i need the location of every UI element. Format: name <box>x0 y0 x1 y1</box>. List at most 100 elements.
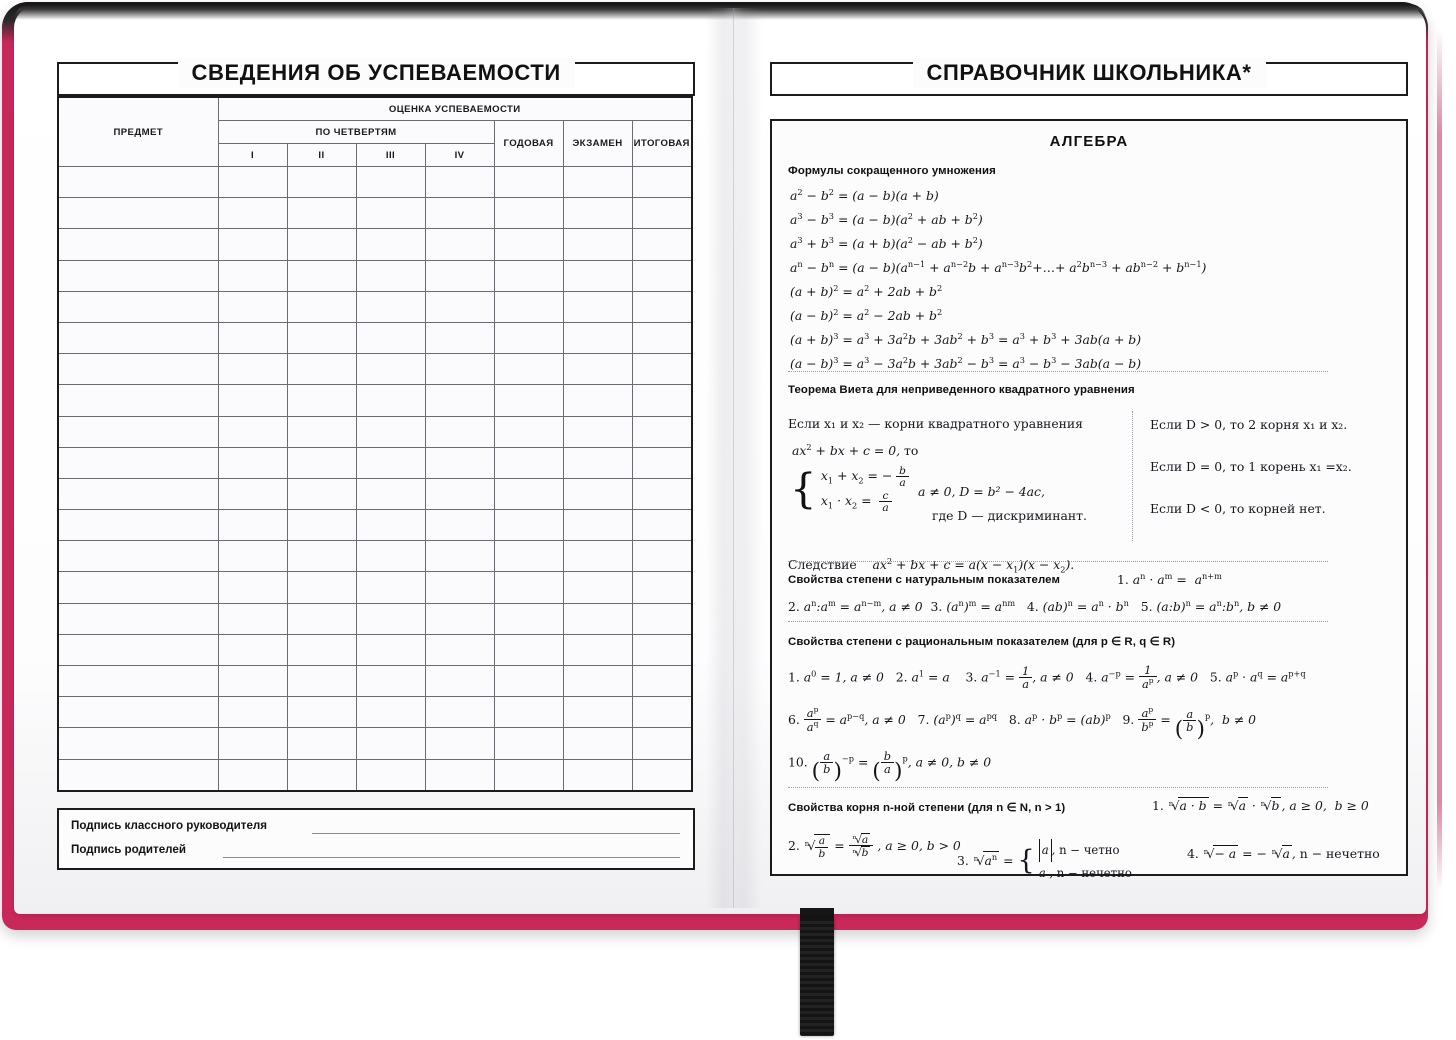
table-cell[interactable] <box>493 197 564 230</box>
table-cell[interactable] <box>57 290 219 323</box>
table-cell[interactable] <box>286 197 357 230</box>
table-cell[interactable] <box>493 758 564 792</box>
table-cell[interactable] <box>286 321 357 355</box>
table-cell[interactable] <box>631 165 693 199</box>
table-cell[interactable] <box>424 696 495 729</box>
table-cell[interactable] <box>217 664 288 698</box>
table-cell[interactable] <box>493 259 564 292</box>
table-row[interactable] <box>57 353 693 386</box>
table-cell[interactable] <box>217 353 288 386</box>
table-cell[interactable] <box>57 228 219 261</box>
table-cell[interactable] <box>424 165 495 199</box>
table-cell[interactable] <box>355 571 426 604</box>
table-cell[interactable] <box>631 633 693 667</box>
table-cell[interactable] <box>493 446 564 479</box>
table-cell[interactable] <box>424 571 495 604</box>
table-cell[interactable] <box>355 446 426 479</box>
table-cell[interactable] <box>355 540 426 573</box>
table-cell[interactable] <box>631 384 693 417</box>
table-cell[interactable] <box>493 321 564 355</box>
table-cell[interactable] <box>286 696 357 729</box>
table-cell[interactable] <box>286 353 357 386</box>
table-cell[interactable] <box>355 727 426 760</box>
table-cell[interactable] <box>217 415 288 448</box>
grades-table[interactable]: ПРЕДМЕТ ОЦЕНКА УСПЕВАЕМОСТИ ПО ЧЕТВЕРТЯМ… <box>57 96 693 792</box>
table-cell[interactable] <box>631 727 693 760</box>
table-cell[interactable] <box>493 727 564 760</box>
table-cell[interactable] <box>424 727 495 760</box>
table-row[interactable] <box>57 165 693 199</box>
table-cell[interactable] <box>57 384 219 417</box>
table-cell[interactable] <box>424 633 495 667</box>
table-cell[interactable] <box>217 509 288 542</box>
table-cell[interactable] <box>286 540 357 573</box>
table-cell[interactable] <box>631 509 693 542</box>
table-cell[interactable] <box>217 446 288 479</box>
table-cell[interactable] <box>493 602 564 635</box>
table-cell[interactable] <box>424 415 495 448</box>
table-cell[interactable] <box>355 290 426 323</box>
table-cell[interactable] <box>286 633 357 667</box>
table-cell[interactable] <box>493 353 564 386</box>
table-cell[interactable] <box>57 633 219 667</box>
table-cell[interactable] <box>355 384 426 417</box>
table-cell[interactable] <box>57 477 219 511</box>
table-cell[interactable] <box>217 259 288 292</box>
table-cell[interactable] <box>355 415 426 448</box>
table-cell[interactable] <box>631 571 693 604</box>
table-cell[interactable] <box>424 290 495 323</box>
table-row[interactable] <box>57 384 693 417</box>
table-row[interactable] <box>57 197 693 230</box>
table-cell[interactable] <box>286 165 357 199</box>
table-cell[interactable] <box>493 165 564 199</box>
table-cell[interactable] <box>57 415 219 448</box>
table-cell[interactable] <box>562 321 633 355</box>
table-cell[interactable] <box>286 571 357 604</box>
table-row[interactable] <box>57 321 693 355</box>
table-cell[interactable] <box>631 446 693 479</box>
table-row[interactable] <box>57 696 693 729</box>
table-cell[interactable] <box>424 384 495 417</box>
table-cell[interactable] <box>562 758 633 792</box>
table-cell[interactable] <box>493 509 564 542</box>
table-cell[interactable] <box>493 633 564 667</box>
table-cell[interactable] <box>286 727 357 760</box>
table-cell[interactable] <box>424 259 495 292</box>
table-cell[interactable] <box>217 758 288 792</box>
table-row[interactable] <box>57 228 693 261</box>
table-cell[interactable] <box>562 290 633 323</box>
table-cell[interactable] <box>286 259 357 292</box>
table-cell[interactable] <box>355 602 426 635</box>
table-cell[interactable] <box>631 259 693 292</box>
table-cell[interactable] <box>217 633 288 667</box>
table-cell[interactable] <box>631 321 693 355</box>
table-cell[interactable] <box>57 758 219 792</box>
table-cell[interactable] <box>493 664 564 698</box>
table-cell[interactable] <box>493 477 564 511</box>
table-cell[interactable] <box>355 165 426 199</box>
table-row[interactable] <box>57 602 693 635</box>
table-cell[interactable] <box>217 602 288 635</box>
table-cell[interactable] <box>493 228 564 261</box>
table-cell[interactable] <box>562 384 633 417</box>
table-cell[interactable] <box>562 540 633 573</box>
table-cell[interactable] <box>493 540 564 573</box>
table-row[interactable] <box>57 477 693 511</box>
table-cell[interactable] <box>57 664 219 698</box>
table-cell[interactable] <box>562 727 633 760</box>
table-cell[interactable] <box>562 415 633 448</box>
table-cell[interactable] <box>286 477 357 511</box>
table-row[interactable] <box>57 446 693 479</box>
table-cell[interactable] <box>57 197 219 230</box>
table-cell[interactable] <box>217 540 288 573</box>
table-cell[interactable] <box>631 540 693 573</box>
table-cell[interactable] <box>355 259 426 292</box>
table-cell[interactable] <box>355 664 426 698</box>
table-cell[interactable] <box>424 664 495 698</box>
table-cell[interactable] <box>493 571 564 604</box>
table-cell[interactable] <box>57 446 219 479</box>
table-cell[interactable] <box>631 353 693 386</box>
table-cell[interactable] <box>217 477 288 511</box>
table-row[interactable] <box>57 509 693 542</box>
table-cell[interactable] <box>631 290 693 323</box>
